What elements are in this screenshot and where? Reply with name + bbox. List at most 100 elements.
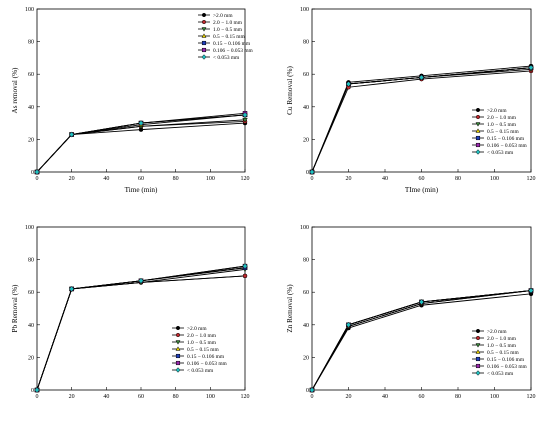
legend-label: 0.15 − 0.106 mm [187,354,225,360]
legend-label: 2.0 − 1.0 mm [213,20,243,26]
legend-label: 0.106 − 0.053 mm [487,364,528,370]
x-tick-label: 20 [346,176,352,182]
y-tick-label: 40 [28,105,34,111]
x-tick-label: 60 [138,394,144,400]
as-removal-chart: 0 20 40 60 80 100 0 20 40 60 80 100 120 Time (min) As … [11,7,254,194]
zn-removal-chart: 0 20 40 60 80 100 0 20 40 60 80 100 120 Zn Removal (%… [286,225,536,400]
pb-removal-chart: 0 20 40 60 80 100 0 20 40 60 80 100 120 Pb Removal (%… [11,225,250,400]
legend-marker [201,19,207,25]
legend-label: < 0.053 mm [213,55,240,61]
data-point [345,81,352,87]
legend-marker [175,332,181,338]
legend-label: 1.0 − 0.5 mm [487,343,517,349]
y-tick-label: 100 [25,7,34,13]
legend-label: 0.5 − 0.15 mm [187,347,219,353]
legend-label: 0.106 − 0.053 mm [487,143,528,149]
x-tick-label: 100 [490,176,499,182]
legend-marker [475,128,481,133]
data-point [34,387,40,393]
x-tick-label: 120 [241,176,250,182]
x-tick-label: 20 [69,394,75,400]
legend-marker [475,142,481,148]
y-tick-label: 40 [303,323,309,329]
legend-label: 0.15 − 0.106 mm [487,357,525,363]
x-tick-label: 0 [311,176,314,182]
x-tick-label: 20 [69,176,75,182]
legend-label: < 0.053 mm [187,368,214,374]
data-point [345,321,352,328]
legend-marker [475,349,481,354]
y-tick-label: 80 [28,258,34,264]
y-tick-label: 100 [300,225,309,231]
y-axis-label: Cu Removal (%) [286,66,294,115]
data-point [242,111,248,118]
y-tick-label: 40 [28,323,34,329]
y-tick-label: 20 [28,355,34,361]
legend-label: 1.0 − 0.5 mm [213,27,243,33]
series-line [311,290,532,391]
legend-label: 0.15 − 0.106 mm [487,136,525,142]
legend-marker [201,47,207,53]
legend-label: 0.5 − 0.15 mm [487,129,519,135]
legend-label: >2.0 mm [487,108,507,114]
x-tick-label: 0 [36,176,39,182]
legend-marker [175,340,181,345]
y-tick-label: 0 [306,170,309,176]
y-axis-label: Pb Removal (%) [11,284,19,333]
x-tick-label: 120 [241,394,250,400]
legend: >2.0 mm2.0 − 1.0 mm1.0 − 0.5 mm0.5 − 0.1… [472,107,528,156]
x-tick-label: 120 [527,176,536,182]
legend-label: >2.0 mm [187,326,207,332]
x-tick-label: 60 [138,176,144,182]
y-tick-label: 20 [303,137,309,143]
x-tick-label: 80 [455,394,461,400]
data-point [138,120,144,127]
legend-label: 2.0 − 1.0 mm [487,336,517,342]
data-point [68,285,75,292]
legend-marker [475,328,481,334]
y-tick-label: 20 [303,355,309,361]
series-line [311,67,532,173]
legend-label: 2.0 − 1.0 mm [187,333,217,339]
legend-label: 0.15 − 0.106 mm [213,41,251,47]
x-tick-label: 100 [490,394,499,400]
legend: >2.0 mm2.0 − 1.0 mm1.0 − 0.5 mm0.5 − 0.1… [172,325,228,374]
x-tick-label: 80 [173,394,179,400]
data-point [68,131,75,138]
y-tick-label: 100 [25,225,34,231]
y-tick-label: 60 [303,72,309,78]
legend-label: < 0.053 mm [487,150,514,156]
series-line [311,70,532,173]
x-tick-label: 60 [419,394,425,400]
data-point [242,273,248,279]
x-tick-label: 100 [206,176,215,182]
legend-label: 0.5 − 0.15 mm [213,34,245,40]
x-tick-label: 20 [346,394,352,400]
y-tick-label: 80 [303,258,309,264]
series-line [36,267,246,391]
legend-label: >2.0 mm [487,329,507,335]
legend-marker [175,353,181,359]
x-tick-label: 40 [382,176,388,182]
x-axis-label: Time (min) [125,186,158,194]
data-point [528,287,534,294]
data-point [418,74,425,81]
data-point [309,169,315,175]
y-tick-label: 0 [306,388,309,394]
data-point [528,64,534,71]
legend-label: 0.5 − 0.15 mm [487,350,519,356]
legend-marker [475,356,481,362]
legend-label: >2.0 mm [213,13,233,19]
data-point [418,299,425,305]
data-point [138,277,144,284]
legend-marker [175,367,181,373]
x-tick-label: 60 [419,176,425,182]
legend: >2.0 mm2.0 − 1.0 mm1.0 − 0.5 mm0.5 − 0.1… [472,328,528,377]
legend-marker [201,27,207,32]
legend-marker [201,12,207,18]
x-tick-label: 40 [103,176,109,182]
legend-marker [475,135,481,141]
y-axis-label: Zn Removal (%) [286,284,294,333]
legend-marker [475,107,481,113]
